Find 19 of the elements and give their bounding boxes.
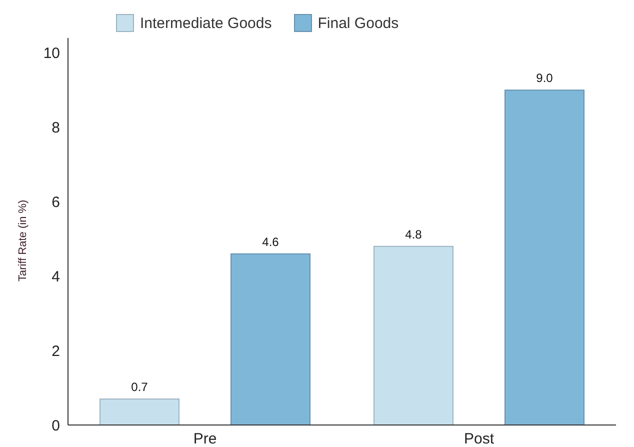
x-tick-label: Post xyxy=(464,430,495,447)
y-tick-label: 4 xyxy=(52,268,60,286)
y-tick-label: 8 xyxy=(52,120,60,137)
data-label: 4.8 xyxy=(405,227,422,242)
data-label: 4.6 xyxy=(262,234,280,249)
y-tick-label: 0 xyxy=(52,417,60,434)
legend-label: Intermediate Goods xyxy=(140,14,272,32)
bar xyxy=(100,398,180,425)
y-axis-title: Tariff Rate (in %) xyxy=(16,200,29,282)
y-tick-label: 6 xyxy=(52,194,60,212)
bar xyxy=(230,253,310,425)
y-tick-label: 2 xyxy=(52,342,60,360)
bar xyxy=(374,246,454,425)
bar xyxy=(504,90,584,425)
y-tick-label: 10 xyxy=(43,45,60,62)
data-label: 0.7 xyxy=(131,380,148,394)
data-label: 9.0 xyxy=(536,71,554,86)
x-tick-label: Pre xyxy=(193,430,217,447)
legend-label: Final Goods xyxy=(318,14,399,32)
